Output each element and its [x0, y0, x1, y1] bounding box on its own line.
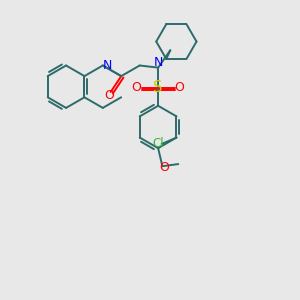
Text: Cl: Cl: [152, 137, 164, 150]
Text: S: S: [153, 80, 163, 95]
Text: O: O: [132, 81, 142, 94]
Text: N: N: [154, 56, 164, 69]
Text: O: O: [104, 89, 114, 102]
Text: O: O: [159, 161, 169, 174]
Text: N: N: [103, 59, 112, 72]
Text: O: O: [175, 81, 184, 94]
